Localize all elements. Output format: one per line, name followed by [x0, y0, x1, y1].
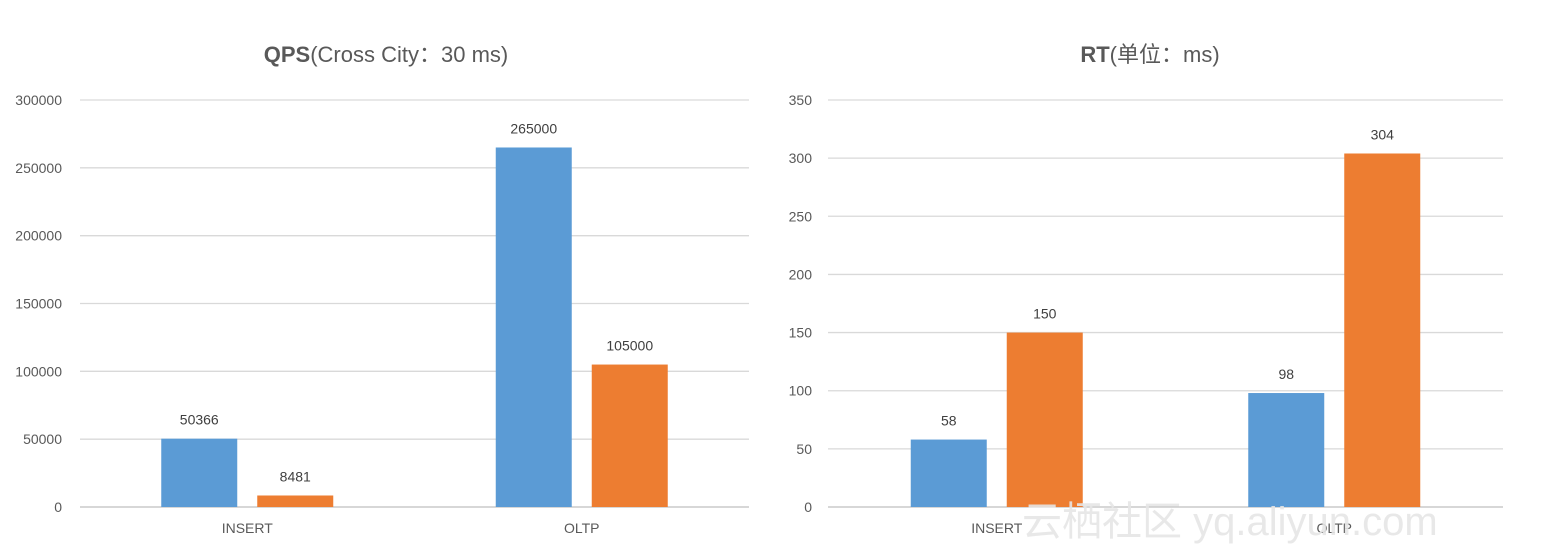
rt-y-tick-label: 150	[789, 325, 813, 341]
qps-data-label: 265000	[510, 120, 557, 136]
qps-data-label: 105000	[606, 338, 653, 354]
rt-x-category-label: INSERT	[971, 520, 1023, 536]
qps-data-labels: 50366 8481 265000 105000	[180, 120, 654, 484]
qps-chart-title-bold: QPS	[264, 42, 310, 67]
rt-chart-title-rest: (单位：ms)	[1110, 42, 1220, 67]
qps-y-tick-label: 0	[54, 499, 62, 515]
rt-y-ticks: 0 50 100 150 200 250 300 350	[789, 92, 813, 515]
qps-bars	[161, 147, 668, 507]
qps-y-tick-label: 250000	[15, 160, 62, 176]
rt-y-tick-label: 200	[789, 266, 813, 282]
qps-chart: QPS(Cross City：30 ms) 0 50000 100000 150000…	[15, 42, 749, 536]
qps-chart-title-rest: (Cross City：30 ms)	[310, 42, 508, 67]
qps-y-tick-label: 50000	[23, 431, 62, 447]
qps-y-ticks: 0 50000 100000 150000 200000 250000 300000	[15, 92, 62, 515]
rt-data-label: 304	[1371, 126, 1395, 142]
qps-x-categories: INSERT OLTP	[222, 520, 600, 536]
rt-y-tick-label: 250	[789, 208, 813, 224]
rt-data-label: 98	[1278, 366, 1294, 382]
rt-bar-oltp-series-2	[1344, 153, 1420, 507]
rt-y-tick-label: 0	[804, 499, 812, 515]
rt-chart: RT(单位：ms) 0 50 100 150 200 250 300 350 58 150 98 3…	[789, 42, 1503, 536]
qps-data-label: 8481	[280, 468, 311, 484]
rt-data-label: 150	[1033, 306, 1057, 322]
qps-x-category-label: INSERT	[222, 520, 274, 536]
rt-bar-insert-series-2	[1007, 333, 1083, 507]
qps-y-tick-label: 150000	[15, 296, 62, 312]
qps-y-tick-label: 300000	[15, 92, 62, 108]
rt-bars	[911, 153, 1421, 507]
rt-bar-oltp-series-1	[1248, 393, 1324, 507]
qps-bar-insert-series-2	[257, 495, 333, 507]
qps-data-label: 50366	[180, 412, 219, 428]
rt-y-tick-label: 300	[789, 150, 813, 166]
qps-x-category-label: OLTP	[564, 520, 600, 536]
qps-y-tick-label: 100000	[15, 363, 62, 379]
qps-y-tick-label: 200000	[15, 228, 62, 244]
rt-y-tick-label: 350	[789, 92, 813, 108]
rt-bar-insert-series-1	[911, 440, 987, 507]
rt-chart-title: RT(单位：ms)	[1080, 42, 1219, 67]
qps-bar-insert-series-1	[161, 439, 237, 507]
rt-y-tick-label: 50	[796, 441, 812, 457]
rt-data-label: 58	[941, 413, 957, 429]
qps-chart-title: QPS(Cross City：30 ms)	[264, 42, 508, 67]
watermark-text: 云栖社区 yq.aliyun.com	[1022, 500, 1438, 544]
rt-y-tick-label: 100	[789, 383, 813, 399]
qps-bar-oltp-series-1	[496, 147, 572, 507]
charts-canvas: QPS(Cross City：30 ms) 0 50000 100000 150000…	[0, 0, 1542, 554]
rt-chart-title-bold: RT	[1080, 42, 1110, 67]
qps-bar-oltp-series-2	[592, 365, 668, 507]
